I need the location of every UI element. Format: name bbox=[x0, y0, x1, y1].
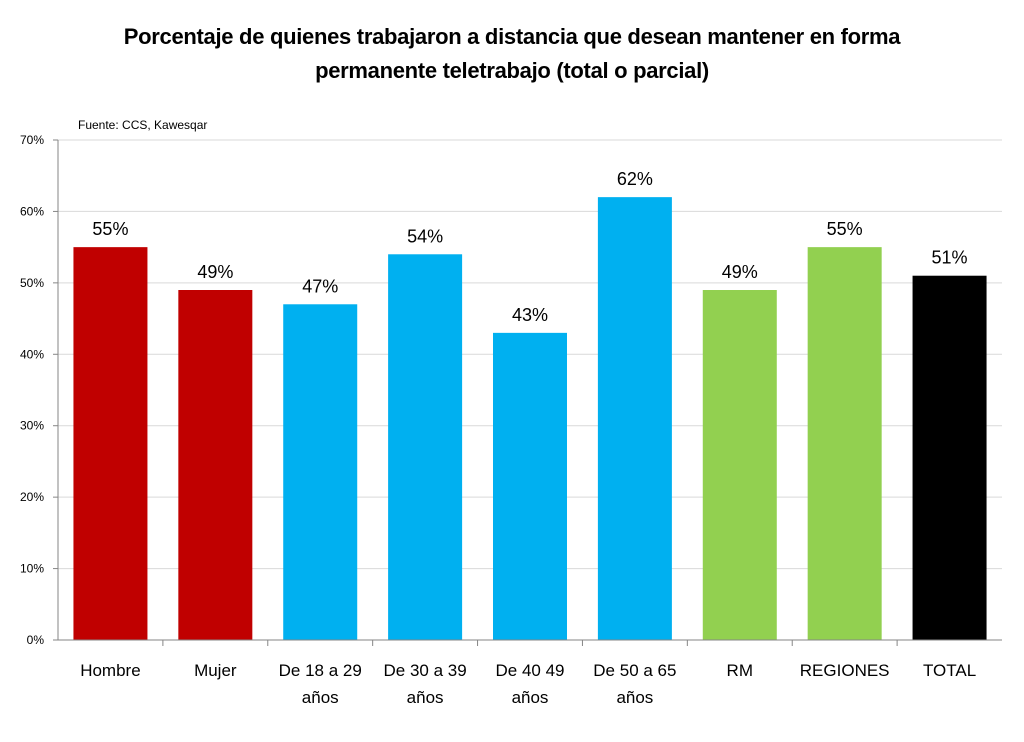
data-label: 43% bbox=[512, 305, 548, 325]
data-label: 54% bbox=[407, 226, 443, 246]
chart-title: Porcentaje de quienes trabajaron a dista… bbox=[112, 20, 912, 88]
x-tick-label: De 18 a 29 bbox=[279, 661, 362, 680]
y-tick-label: 30% bbox=[20, 419, 44, 433]
y-axis: 0% 10% 20% 30% 40% 50% 60% 70% bbox=[20, 133, 59, 647]
bar bbox=[73, 247, 148, 640]
x-tick-label: TOTAL bbox=[923, 661, 976, 680]
x-tick-label: RM bbox=[727, 661, 753, 680]
bars bbox=[73, 197, 987, 641]
data-label: 47% bbox=[302, 276, 338, 296]
y-tick-label: 60% bbox=[20, 204, 44, 218]
data-label: 49% bbox=[197, 262, 233, 282]
data-label: 55% bbox=[92, 219, 128, 239]
bar bbox=[702, 290, 777, 640]
x-tick-label: Hombre bbox=[80, 661, 140, 680]
bar bbox=[178, 290, 253, 640]
bar bbox=[807, 247, 882, 640]
y-tick-label: 40% bbox=[20, 347, 44, 361]
y-tick-label: 0% bbox=[27, 633, 45, 647]
data-label: 51% bbox=[932, 248, 968, 268]
data-label: 62% bbox=[617, 169, 653, 189]
x-tick-label: De 50 a 65 bbox=[593, 661, 676, 680]
y-tick-label: 70% bbox=[20, 133, 44, 147]
x-tick-label: años bbox=[512, 688, 549, 707]
y-tick-label: 20% bbox=[20, 490, 44, 504]
x-tick-label: años bbox=[302, 688, 339, 707]
chart-title-line-2: permanente teletrabajo (total o parcial) bbox=[315, 58, 709, 83]
x-tick-label: REGIONES bbox=[800, 661, 890, 680]
x-tick-label: años bbox=[407, 688, 444, 707]
bar bbox=[388, 254, 463, 641]
x-tick-label: Mujer bbox=[194, 661, 237, 680]
source-note: Fuente: CCS, Kawesqar bbox=[78, 118, 208, 132]
x-tick-label: años bbox=[616, 688, 653, 707]
data-labels: 55% 49% 47% 54% 43% 62% 49% 55% 51% bbox=[92, 169, 967, 325]
bar bbox=[493, 332, 567, 640]
bar bbox=[283, 304, 358, 640]
bar bbox=[912, 275, 987, 640]
y-tick-label: 10% bbox=[20, 562, 44, 576]
data-label: 55% bbox=[827, 219, 863, 239]
y-tick-label: 50% bbox=[20, 276, 44, 290]
x-tick-label: De 30 a 39 bbox=[384, 661, 467, 680]
bar bbox=[597, 197, 672, 640]
data-label: 49% bbox=[722, 262, 758, 282]
x-axis: Hombre Mujer De 18 a 29 años De 30 a 39 años D… bbox=[58, 639, 1002, 707]
x-tick-label: De 40 49 bbox=[496, 661, 565, 680]
chart-title-line-1: Porcentaje de quienes trabajaron a dista… bbox=[123, 24, 901, 49]
